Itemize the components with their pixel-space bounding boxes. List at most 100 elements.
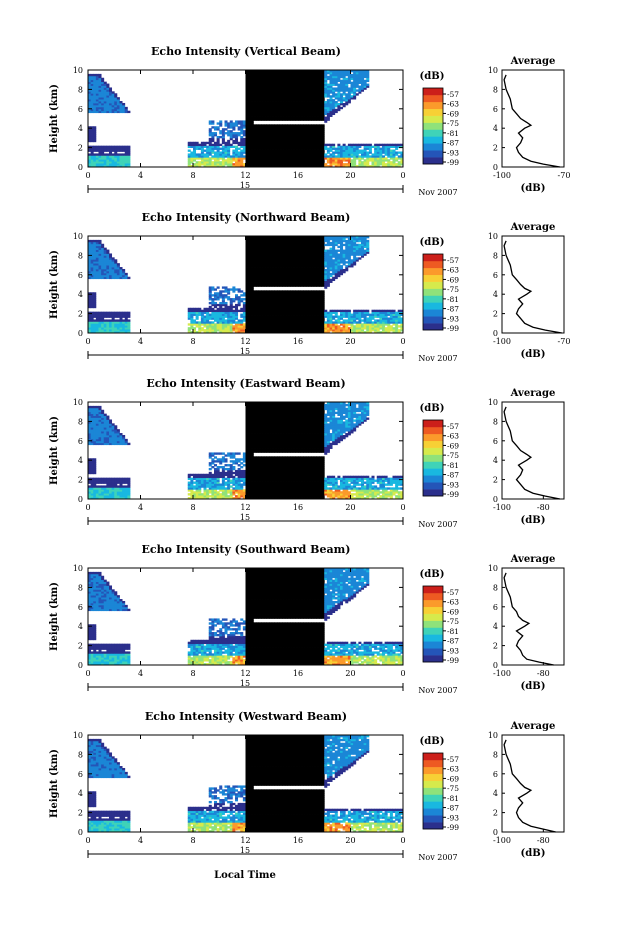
heatmap-cell bbox=[290, 329, 294, 332]
heatmap-cell bbox=[214, 134, 218, 137]
heatmap-cell bbox=[109, 95, 113, 98]
heatmap-cell bbox=[124, 110, 128, 114]
heatmap-cell bbox=[290, 99, 294, 102]
heatmap-cell bbox=[256, 301, 260, 305]
heatmap-cell bbox=[329, 97, 333, 100]
heatmap-cell bbox=[237, 301, 241, 305]
heatmap-cell bbox=[109, 97, 113, 100]
heatmap-cell bbox=[263, 143, 267, 147]
heatmap-cell bbox=[109, 270, 113, 274]
heatmap-cell bbox=[253, 106, 257, 110]
heatmap-cell bbox=[245, 91, 249, 94]
heatmap-cell bbox=[203, 153, 207, 156]
heatmap-cell bbox=[101, 147, 105, 150]
heatmap-cell bbox=[219, 311, 223, 314]
heatmap-cell bbox=[229, 311, 233, 314]
heatmap-cell bbox=[109, 151, 113, 154]
heatmap-cell bbox=[311, 137, 315, 141]
heatmap-cell bbox=[389, 143, 393, 147]
heatmap-cell bbox=[250, 120, 254, 123]
heatmap-cell bbox=[224, 288, 228, 291]
heatmap-cell bbox=[242, 134, 246, 137]
heatmap-cell bbox=[263, 278, 267, 282]
heatmap-cell bbox=[324, 101, 328, 104]
heatmap-cell bbox=[290, 282, 294, 285]
heatmap-cell bbox=[235, 325, 239, 328]
heatmap-cell bbox=[229, 135, 233, 139]
heatmap-cell bbox=[88, 323, 92, 326]
heatmap-cell bbox=[295, 85, 299, 88]
heatmap-cell bbox=[229, 165, 233, 168]
heatmap-cell bbox=[279, 132, 283, 135]
heatmap-cell bbox=[284, 126, 288, 129]
heatmap-cell bbox=[313, 83, 317, 86]
heatmap-cell bbox=[250, 114, 254, 117]
heatmap-cell bbox=[295, 161, 299, 164]
heatmap-cell bbox=[258, 161, 262, 164]
heatmap-cell bbox=[248, 151, 252, 154]
heatmap-cell bbox=[300, 139, 304, 143]
heatmap-cell bbox=[111, 329, 115, 332]
heatmap-cell bbox=[282, 276, 286, 280]
heatmap-cell bbox=[106, 99, 110, 102]
heatmap-cell bbox=[193, 159, 197, 162]
heatmap-cell bbox=[329, 153, 333, 156]
heatmap-cell bbox=[116, 145, 120, 148]
colorbar-swatch bbox=[423, 129, 443, 137]
heatmap-cell bbox=[284, 141, 288, 145]
heatmap-cell bbox=[271, 106, 275, 110]
heatmap-cell bbox=[109, 110, 113, 114]
heatmap-cell bbox=[261, 159, 265, 162]
heatmap-cell bbox=[308, 85, 312, 88]
heatmap-cell bbox=[350, 165, 354, 168]
heatmap-cell bbox=[187, 163, 191, 166]
heatmap-cell bbox=[103, 272, 107, 276]
heatmap-cell bbox=[248, 327, 252, 330]
heatmap-cell bbox=[248, 268, 252, 272]
heatmap-cell bbox=[387, 161, 391, 164]
heatmap-cell bbox=[216, 122, 220, 125]
heatmap-cell bbox=[277, 296, 281, 299]
heatmap-cell bbox=[305, 151, 309, 154]
heatmap-cell bbox=[261, 321, 265, 324]
heatmap-cell bbox=[279, 87, 283, 90]
inset-y-tick-label: 0 bbox=[493, 163, 498, 172]
heatmap-cell bbox=[274, 294, 278, 297]
heatmap-cell bbox=[269, 91, 273, 94]
heatmap-cell bbox=[269, 261, 273, 264]
heatmap-cell bbox=[261, 161, 265, 164]
heatmap-cell bbox=[116, 155, 120, 158]
heatmap-cell bbox=[253, 311, 257, 314]
heatmap-cell bbox=[245, 112, 249, 116]
heatmap-cell bbox=[250, 268, 254, 272]
heatmap-cell bbox=[95, 159, 99, 162]
heatmap-cell bbox=[214, 128, 218, 131]
heatmap-cell bbox=[214, 157, 218, 160]
heatmap-cell bbox=[313, 71, 317, 75]
heatmap-cell bbox=[311, 163, 315, 166]
heatmap-cell bbox=[284, 159, 288, 162]
heatmap-cell bbox=[350, 151, 354, 154]
heatmap-cell bbox=[292, 267, 296, 270]
heatmap-cell bbox=[326, 89, 330, 92]
heatmap-cell bbox=[274, 282, 278, 285]
heatmap-cell bbox=[266, 101, 270, 104]
heatmap-cell bbox=[279, 294, 283, 297]
heatmap-cell bbox=[271, 112, 275, 116]
heatmap-cell bbox=[313, 112, 317, 116]
heatmap-cell bbox=[250, 70, 254, 73]
heatmap-cell bbox=[300, 143, 304, 147]
heatmap-cell bbox=[127, 151, 131, 154]
heatmap-cell bbox=[287, 108, 291, 112]
heatmap-cell bbox=[95, 104, 99, 108]
heatmap-cell bbox=[389, 155, 393, 158]
heatmap-cell bbox=[271, 130, 275, 133]
heatmap-cell bbox=[124, 276, 128, 280]
heatmap-cell bbox=[371, 163, 375, 166]
heatmap-cell bbox=[277, 294, 281, 297]
heatmap-cell bbox=[245, 128, 249, 131]
heatmap-cell bbox=[279, 255, 283, 258]
heatmap-cell bbox=[300, 151, 304, 154]
heatmap-cell bbox=[98, 108, 102, 112]
heatmap-cell bbox=[311, 99, 315, 102]
